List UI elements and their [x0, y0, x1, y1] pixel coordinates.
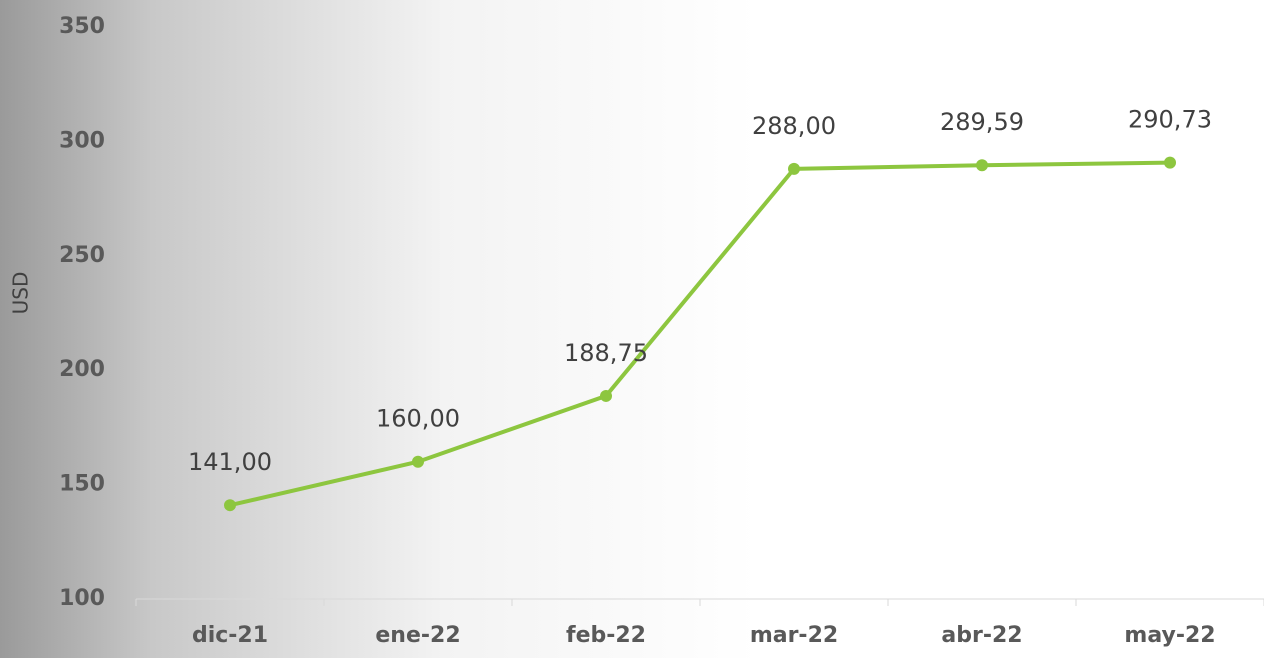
- y-tick-label: 300: [59, 128, 105, 153]
- y-tick-label: 250: [59, 243, 105, 268]
- data-point: [1164, 157, 1176, 169]
- y-tick-label: 100: [59, 586, 105, 611]
- x-tick-label: may-22: [1124, 623, 1215, 648]
- data-label: 290,73: [1128, 106, 1212, 134]
- y-axis-title: USD: [9, 272, 33, 315]
- y-tick-label: 350: [59, 14, 105, 39]
- data-label: 288,00: [752, 112, 836, 140]
- data-label: 160,00: [376, 405, 460, 433]
- data-label: 289,59: [940, 108, 1024, 136]
- x-tick-label: mar-22: [750, 623, 838, 648]
- data-point: [224, 499, 236, 511]
- data-point: [412, 456, 424, 468]
- y-tick-label: 150: [59, 472, 105, 497]
- data-point: [976, 159, 988, 171]
- x-tick-label: ene-22: [375, 623, 460, 648]
- background: [0, 0, 1264, 658]
- x-tick-label: abr-22: [941, 623, 1022, 648]
- data-point: [600, 390, 612, 402]
- data-label: 141,00: [188, 448, 272, 476]
- data-label: 188,75: [564, 339, 648, 367]
- x-tick-label: dic-21: [192, 623, 268, 648]
- x-tick-label: feb-22: [566, 623, 646, 648]
- y-tick-label: 200: [59, 357, 105, 382]
- chart: USD 100 150 200 250 300 350 dic-21 ene-22 feb-22…: [0, 0, 1264, 658]
- data-point: [788, 163, 800, 175]
